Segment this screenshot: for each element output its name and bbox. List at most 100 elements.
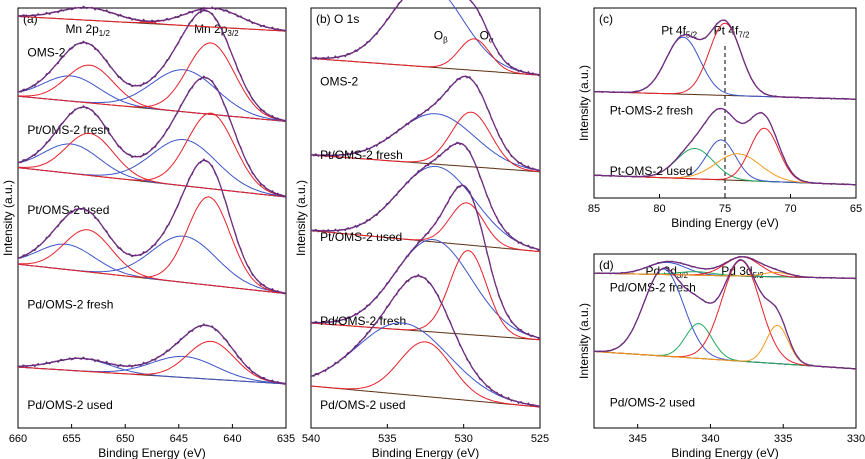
component-peak <box>18 229 287 295</box>
peak-label: Pt 4f5/2 <box>661 24 697 40</box>
component-peak <box>17 64 287 122</box>
x-tick-label: 535 <box>378 433 396 445</box>
spectrum: Pd/OMS-2 fresh <box>593 255 857 294</box>
x-axis-label: Binding Energy (eV) <box>98 446 205 459</box>
spectrum: Pt-OMS-2 fresh <box>593 19 857 117</box>
spectrum: Pt/OMS-2 fresh <box>310 75 541 173</box>
panel-label: (b) O 1s <box>316 12 359 26</box>
panel-label: (c) <box>599 12 613 26</box>
peak-label: Oβ <box>434 29 448 45</box>
component-peak <box>310 38 541 76</box>
component-peak <box>17 143 287 198</box>
component-peak <box>593 324 857 370</box>
raw-spectrum <box>17 323 287 386</box>
spectrum-label: Pt-OMS-2 used <box>610 164 693 178</box>
x-tick-label: 65 <box>850 203 862 215</box>
component-peak <box>17 340 287 385</box>
x-axis-label: Binding Energy (eV) <box>671 216 778 230</box>
component-peak <box>310 250 541 341</box>
raw-spectrum <box>310 184 541 340</box>
component-peak <box>17 42 287 122</box>
spectrum-label: Pt/OMS-2 fresh <box>320 148 403 162</box>
x-tick-label: 640 <box>223 433 241 445</box>
x-tick-label: 660 <box>9 433 27 445</box>
spectrum: Pt/OMS-2 used <box>310 141 541 253</box>
spectrum: Pd/OMS-2 used <box>310 273 541 412</box>
component-peak <box>310 341 541 408</box>
spectrum: Pt/OMS-2 used <box>17 75 287 217</box>
y-axis-label: Intensity (a.u.) <box>577 65 591 141</box>
component-peak <box>17 132 287 198</box>
raw-spectrum <box>17 75 287 198</box>
peak-label: Pt 4f7/2 <box>714 24 750 40</box>
x-tick-label: 330 <box>847 433 865 445</box>
panel-label: (d) <box>599 258 614 272</box>
x-axis-label: Binding Energy (eV) <box>372 446 479 459</box>
component-peak <box>17 112 287 197</box>
spectrum-label: Pd/OMS-2 fresh <box>27 297 113 311</box>
component-peak <box>310 322 541 407</box>
spectrum-label: Pt/OMS-2 used <box>320 230 402 244</box>
raw-spectrum <box>17 5 287 33</box>
y-axis-label: Intensity (a.u.) <box>577 303 591 379</box>
panel-label: (a) <box>23 12 38 26</box>
raw-spectrum <box>593 107 857 186</box>
spectrum-label: Pt/OMS-2 fresh <box>27 123 110 137</box>
x-axis-label: Binding Energy (eV) <box>671 446 778 459</box>
raw-spectrum <box>310 75 541 172</box>
x-tick-label: 540 <box>302 433 320 445</box>
panel-frame <box>17 7 287 429</box>
spectrum-label: Pd/OMS-2 used <box>27 398 112 412</box>
fit-envelope <box>17 10 287 122</box>
panel-frame <box>593 253 857 429</box>
raw-spectrum <box>310 273 541 408</box>
spectrum: Pt-OMS-2 used <box>593 107 857 186</box>
x-tick-label: 345 <box>628 433 646 445</box>
x-tick-label: 635 <box>277 433 295 445</box>
panel-b: 540 535 530 525 Binding Energy (eV) Intensity… <box>294 0 549 459</box>
raw-spectrum <box>593 258 857 370</box>
peak-label: Mn 2p3/2 <box>194 22 239 38</box>
spectrum-label: Pd/OMS-2 fresh <box>610 280 696 294</box>
x-tick-label: 80 <box>653 203 665 215</box>
spectrum-label: Pd/OMS-2 fresh <box>320 314 406 328</box>
y-axis-label: Intensity (a.u.) <box>1 180 15 256</box>
spectrum: Pd/OMS-2 fresh <box>310 184 541 341</box>
component-peak <box>593 323 857 370</box>
spectrum-label: OMS-2 <box>320 75 358 89</box>
x-tick-label: 70 <box>784 203 796 215</box>
fit-envelope <box>310 275 541 407</box>
spectrum: Pt/OMS-2 fresh <box>17 8 287 137</box>
spectrum: Pd/OMS-2 used <box>593 258 857 409</box>
panel-frame <box>310 7 541 429</box>
component-peak <box>17 196 287 294</box>
component-peak <box>310 202 541 253</box>
raw-spectrum <box>593 19 857 101</box>
raw-spectrum <box>310 141 541 252</box>
spectrum: Pd/OMS-2 fresh <box>17 158 287 311</box>
spectrum-label: Pd/OMS-2 used <box>320 398 405 412</box>
raw-spectrum <box>17 158 287 295</box>
panel-d: 345 340 335 330 Binding Energy (eV) Intensity… <box>577 253 865 459</box>
x-tick-label: 85 <box>588 203 600 215</box>
raw-spectrum <box>17 8 287 123</box>
x-tick-label: 340 <box>701 433 719 445</box>
x-tick-label: 645 <box>170 433 188 445</box>
background-line <box>310 385 541 408</box>
x-tick-label: 525 <box>531 433 549 445</box>
peak-label: Mn 2p1/2 <box>65 22 110 38</box>
spectrum-label: Pt-OMS-2 fresh <box>610 103 693 117</box>
x-tick-label: 655 <box>62 433 80 445</box>
spectrum: OMS-2 <box>17 5 287 59</box>
spectrum: Pd/OMS-2 used <box>17 323 287 412</box>
raw-spectrum <box>310 0 541 77</box>
x-tick-label: 530 <box>454 433 472 445</box>
panel-c: 85 80 75 70 65 Binding Energy (eV) Intensity (… <box>577 7 862 230</box>
x-tick-label: 335 <box>774 433 792 445</box>
spectrum-label: Pd/OMS-2 used <box>610 395 695 409</box>
raw-spectrum <box>593 255 857 280</box>
component-peak <box>310 111 541 173</box>
y-axis-label: Intensity (a.u.) <box>294 180 308 256</box>
x-tick-label: 75 <box>719 203 731 215</box>
